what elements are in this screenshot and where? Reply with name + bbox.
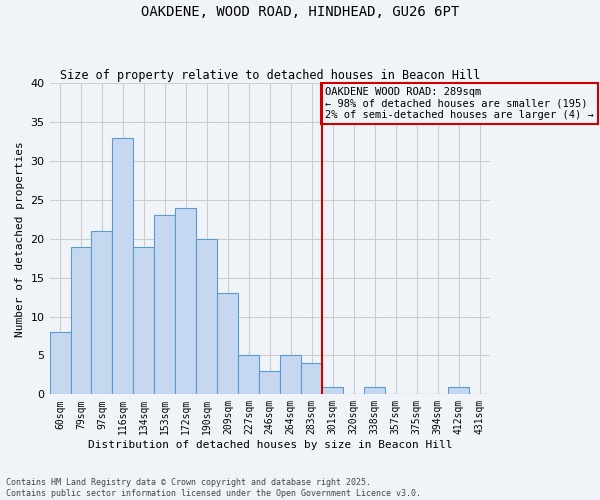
Title: Size of property relative to detached houses in Beacon Hill: Size of property relative to detached ho… — [59, 69, 480, 82]
Bar — [112, 138, 133, 394]
Bar — [154, 216, 175, 394]
Bar — [175, 208, 196, 394]
Bar — [364, 386, 385, 394]
Bar — [238, 356, 259, 395]
Bar — [259, 371, 280, 394]
Bar — [280, 356, 301, 395]
Bar — [91, 231, 112, 394]
Text: OAKDENE WOOD ROAD: 289sqm
← 98% of detached houses are smaller (195)
2% of semi-: OAKDENE WOOD ROAD: 289sqm ← 98% of detac… — [325, 87, 594, 120]
Bar — [133, 246, 154, 394]
Bar — [71, 246, 91, 394]
X-axis label: Distribution of detached houses by size in Beacon Hill: Distribution of detached houses by size … — [88, 440, 452, 450]
Bar — [448, 386, 469, 394]
Text: Contains HM Land Registry data © Crown copyright and database right 2025.
Contai: Contains HM Land Registry data © Crown c… — [6, 478, 421, 498]
Bar — [50, 332, 71, 394]
Bar — [322, 386, 343, 394]
Y-axis label: Number of detached properties: Number of detached properties — [15, 141, 25, 336]
Bar — [301, 363, 322, 394]
Text: OAKDENE, WOOD ROAD, HINDHEAD, GU26 6PT: OAKDENE, WOOD ROAD, HINDHEAD, GU26 6PT — [141, 5, 459, 19]
Bar — [217, 293, 238, 394]
Bar — [196, 239, 217, 394]
